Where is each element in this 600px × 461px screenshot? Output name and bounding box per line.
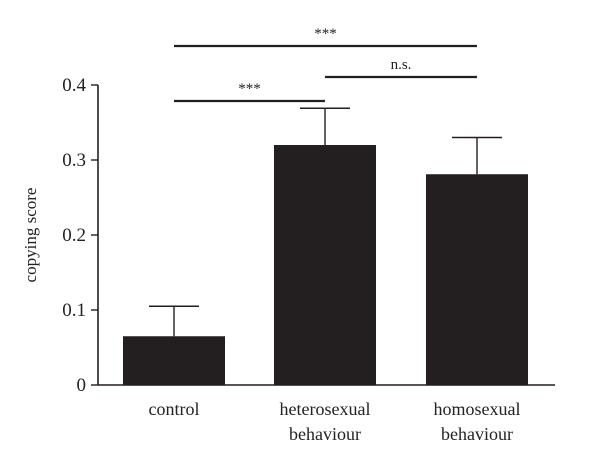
significance-label: *** [238,81,261,97]
bar [123,336,225,385]
bar [426,174,528,385]
significance-brackets: *** n.s. *** [174,26,477,103]
significance-label: *** [314,26,337,42]
significance-label: n.s. [391,57,412,73]
x-category-label: heterosexual [280,399,371,419]
y-tick-label: 0.4 [62,75,86,96]
error-bars [149,107,502,337]
bar [274,145,376,385]
y-tick-label: 0.2 [62,225,86,246]
y-tick-label: 0.3 [62,150,86,171]
x-category-label: control [149,399,200,419]
x-category-label: behaviour [289,424,361,444]
axis-labels: 0 0.1 0.2 0.3 0.4 control heterosexual behaviou… [62,75,520,444]
y-tick-label: 0 [77,375,87,396]
y-tick-label: 0.1 [62,300,86,321]
y-axis-title: copying score [21,188,40,283]
x-category-label: behaviour [441,424,513,444]
x-category-label: homosexual [434,399,521,419]
bars [123,145,528,385]
